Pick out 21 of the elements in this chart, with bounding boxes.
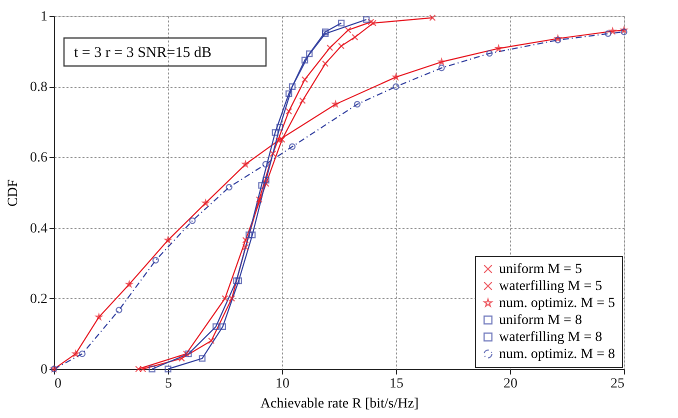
x-tick-label: 20 xyxy=(504,376,518,392)
legend-label: waterfilling M = 8 xyxy=(499,330,602,345)
annotation: t = 3 r = 3 SNR=15 dB xyxy=(74,45,212,61)
y-tick-label: 0 xyxy=(40,362,48,378)
x-axis-title: Achievable rate R [bit/s/Hz] xyxy=(260,396,419,412)
y-tick-label: 0.4 xyxy=(30,221,48,236)
x-tick-label: 10 xyxy=(276,376,290,392)
y-tick-label: 0.2 xyxy=(30,292,48,307)
legend-label: num. optimiz. M = 8 xyxy=(499,347,616,362)
x-tick-label: 5 xyxy=(165,376,172,392)
legend-label: uniform M = 8 xyxy=(499,313,582,328)
x-tick-label: 0 xyxy=(54,376,62,392)
legend-label: num. optimiz. M = 5 xyxy=(499,296,616,311)
legend-label: uniform M = 5 xyxy=(499,262,582,277)
y-axis-title: CDF xyxy=(6,179,21,207)
x-tick-label: 25 xyxy=(610,376,624,392)
y-tick-label: 0.8 xyxy=(30,80,48,96)
y-tick-label: 1 xyxy=(40,10,48,24)
legend-label: waterfilling M = 5 xyxy=(499,279,602,294)
x-tick-label: 15 xyxy=(390,376,404,392)
y-tick-label: 0.6 xyxy=(30,150,48,166)
